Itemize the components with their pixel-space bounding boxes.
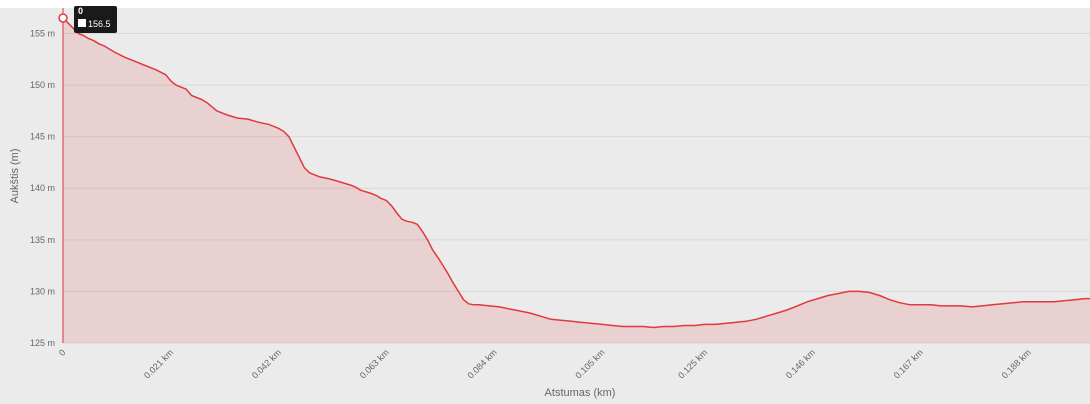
elevation-area — [63, 18, 1090, 343]
y-axis-ticks: 125 m 130 m 135 m 140 m 145 m 150 m 155 m — [30, 28, 55, 348]
hover-marker[interactable] — [58, 13, 68, 23]
y-tick-label: 145 m — [30, 132, 55, 142]
y-tick-label: 150 m — [30, 80, 55, 90]
x-tick-label: 0 — [57, 347, 68, 358]
y-axis-title: Aukštis (m) — [9, 149, 21, 204]
hover-tooltip: 0 156.5 — [74, 6, 117, 33]
tooltip-swatch — [78, 19, 86, 27]
tooltip-value: 156.5 — [88, 19, 111, 29]
plot-background — [0, 8, 1090, 404]
x-axis-title: Atstumas (km) — [545, 387, 616, 399]
elevation-line[interactable] — [62, 17, 1090, 329]
y-tick-label: 140 m — [30, 183, 55, 193]
y-tick-label: 125 m — [30, 338, 55, 348]
y-tick-label: 135 m — [30, 235, 55, 245]
grid-lines — [63, 32, 1090, 344]
y-tick-label: 155 m — [30, 28, 55, 38]
y-tick-label: 130 m — [30, 286, 55, 296]
tooltip-title: 0 — [78, 6, 83, 16]
